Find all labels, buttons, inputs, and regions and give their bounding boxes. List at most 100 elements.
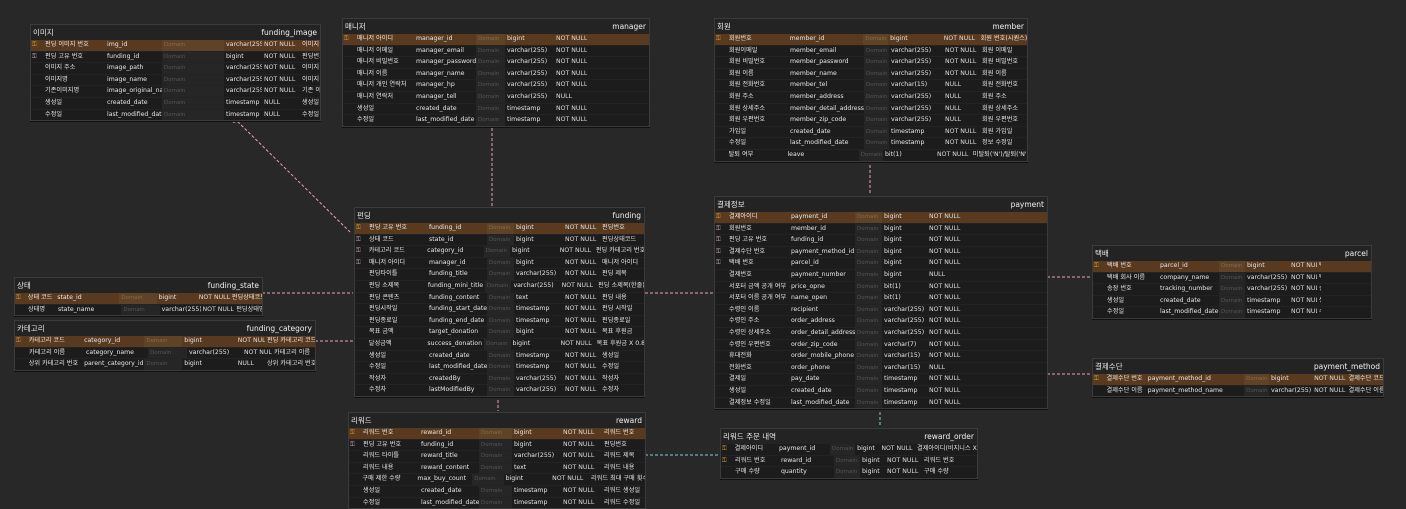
entity-reward-order[interactable]: 리워드 주문 내역 reward_order ⚿ 결제아이디 payment_id Dom… — [720, 428, 978, 479]
column-row[interactable]: 수정일 last_modified_date Domain timestamp NOT … — [355, 361, 644, 373]
column-row[interactable]: 펀딩타이틀 funding_title Domain varchar(255) NOT … — [355, 268, 644, 280]
column-row[interactable]: 수정일 last_modified_date Domain timestamp NOT … — [715, 137, 1027, 149]
column-row[interactable]: 기존이미지명 image_original_nameDomainvarchar(2… — [31, 85, 320, 97]
entity-reward[interactable]: 리워드 reward ⚿ 리워드 번호 reward_id Domain bigint NOT… — [348, 412, 646, 509]
column-row[interactable]: 상위 카테고리 번호 parent_category_id Domain bigint… — [15, 358, 315, 370]
column-comment: 매니저 이름 — [587, 69, 589, 80]
column-row[interactable]: 달성금액 success_donation Domain bigint NOT NULL… — [355, 337, 644, 350]
column-row[interactable]: 리워드 타이틀 reward_title Domain varchar(255) NOT… — [349, 450, 645, 462]
column-row[interactable]: 회원이메일 member_email Domain varchar(255) NOT N… — [715, 44, 1027, 57]
column-row[interactable]: 회원 이름 member_name Domain varchar(255) NOT NU… — [715, 67, 1027, 80]
column-row[interactable]: 수정일 last_modified_date Domain timestamp NOT … — [1093, 306, 1371, 318]
column-row[interactable]: 목표 금액 target_donation Domain bigint NOT NULL… — [355, 326, 644, 338]
column-row[interactable]: ⚿ 리워드 번호 reward_id Domain bigint NOT NULL 리워드 … — [721, 454, 977, 467]
column-row[interactable]: 송장 번호 tracking_number Domain varchar(255) NO… — [1093, 283, 1371, 295]
column-row[interactable]: 매니저 이메일 manager_email Domain varchar(255) NO… — [343, 44, 649, 57]
column-row[interactable]: 펀딩시작일 funding_start_date Domain timestamp NO… — [355, 303, 644, 315]
column-row[interactable]: 수령인 이름 recipient Domain varchar(255) NOT NUL… — [715, 303, 1047, 316]
column-row[interactable]: 매니저 연락처 manager_tell Domain varchar(255) NUL… — [343, 90, 649, 103]
column-row[interactable]: 작성자 createdBy Domain varchar(255) NOT NULL 작성… — [355, 372, 644, 385]
column-row[interactable]: 수정일 last_modified_date Domain timestamp NULL… — [31, 108, 320, 121]
column-row[interactable]: ⚿ 결제수단 번호 payment_method_id Domain bigint NOT… — [1093, 373, 1383, 385]
column-row[interactable]: 수정자 lastModifiedBy Domain varchar(255) NOT N… — [355, 384, 644, 396]
column-physical-name: created_date — [429, 351, 470, 359]
column-row[interactable]: 펀딩 소제목 funding_mini_title Domain varchar(25… — [355, 279, 644, 292]
column-logical-name: 전화번호 — [729, 363, 752, 371]
column-row[interactable]: 회원 상세주소 member_detail_address Domain varcha… — [715, 102, 1027, 115]
column-row[interactable]: 수정일 last_modified_date Domain timestamp NOT … — [343, 114, 649, 126]
entity-payment-method[interactable]: 결제수단 payment_method ⚿ 결제수단 번호 payment_method… — [1092, 358, 1384, 398]
column-row[interactable]: 매니저 개인 연락처 manager_hp Domain varchar(255) NO… — [343, 79, 649, 91]
column-row[interactable]: 결제정보 수정일 last_modified_date Domain timestam… — [715, 396, 1047, 409]
column-row[interactable]: 수령인 우편번호 order_zip_code Domain varchar(7) NO… — [715, 338, 1047, 351]
column-row[interactable]: 구매 수량 quantity Domain bigint NOT NULL 구매 수량 — [721, 466, 977, 478]
entity-funding-state[interactable]: 상태 funding_state ⚿ 상태 코드 state_id Domain bigin… — [14, 277, 263, 317]
column-row[interactable]: 탈퇴 여부 leave Domain bit(1) NOT NULL 미탈퇴('N')/탈… — [715, 148, 1027, 161]
column-row[interactable]: ⚿ 결제수단 번호 payment_method_id Domain bigint NOT… — [715, 245, 1047, 258]
entity-member[interactable]: 회원 member ⚿ 회원번호 member_id Domain bigint NOT NU… — [714, 18, 1028, 162]
entity-funding[interactable]: 펀딩 funding ⚿ 펀딩 고유 번호 funding_id Domain bigint… — [354, 207, 645, 397]
column-row[interactable]: 결제수단 이름 payment_method_name Domain varchar(… — [1093, 384, 1383, 397]
column-row[interactable]: 회원 전화번호 member_tel Domain varchar(15) NULL 회원… — [715, 79, 1027, 91]
column-row[interactable]: 서포터 이름 공개 여부 name_open Domain bit(1) NOT NUL… — [715, 292, 1047, 304]
column-row[interactable]: 회원 우편번호 member_zip_code Domain varchar(255)… — [715, 114, 1027, 126]
entity-manager[interactable]: 매니저 manager ⚿ 매니저 아이디 manager_id Domain bigint… — [342, 18, 650, 127]
key-slot — [715, 282, 727, 293]
column-row[interactable]: 회원 비밀번호 member_password Domain varchar(255)… — [715, 56, 1027, 68]
column-nullability: NOT NULL — [945, 139, 977, 147]
column-row[interactable]: 리워드 내용 reward_content Domain text NOT NULL 리워… — [349, 461, 645, 474]
column-row[interactable]: 매니저 비밀번호 manager_password Domain varchar(25… — [343, 56, 649, 68]
link-funding-funding-image[interactable] — [233, 117, 351, 233]
column-row[interactable]: 수령인 상세주소 order_detail_address Domain varcha… — [715, 326, 1047, 339]
column-row[interactable]: 가입일 created_date Domain timestamp NOT NULL 회원… — [715, 125, 1027, 138]
column-comment: 결제수단 코드 — [964, 247, 966, 258]
column-row[interactable]: 수정일 last_modified_date Domain timestamp NOT … — [349, 496, 645, 509]
column-row[interactable]: 수령인 주소 order_address Domain varchar(255) NOT… — [715, 315, 1047, 327]
entity-funding-image[interactable]: 이미지 funding_image ⚿ 펀딩 이미지 번호 img_id Domain va… — [30, 24, 321, 122]
column-row[interactable]: 매니저 이름 manager_name Domain varchar(255) NOT … — [343, 67, 649, 80]
entity-payment[interactable]: 결제정보 payment ⚿ 결제아이디 payment_id Domain bigint N… — [714, 196, 1048, 410]
column-physical-name: funding_id — [429, 224, 462, 231]
column-row[interactable]: 생성일 created_date Domain timestamp NOT NULL 리워… — [349, 484, 645, 497]
column-row[interactable]: 카테고리 이름 category_name Domain varchar(255) NO… — [15, 346, 315, 359]
column-row[interactable]: 서포터 금액 공개 여부 price_opne Domain bit(1) NOT NU… — [715, 280, 1047, 293]
column-row[interactable]: 회원 주소 member_address Domain varchar(255) NUL… — [715, 90, 1027, 103]
entity-parcel[interactable]: 택배 parcel ⚿ 택배 번호 parcel_id Domain bigint NOT N… — [1092, 245, 1372, 319]
column-row[interactable]: 구매 제한 수량 max_buy_count Domain bigint NOT NUL… — [349, 473, 645, 485]
column-row[interactable]: 펀딩종료일 funding_end_date Domain timestamp NOT … — [355, 314, 644, 327]
column-row[interactable]: 택배 회사 이름 company_name Domain varchar(255) NO… — [1093, 271, 1371, 284]
column-row[interactable]: ⚿ 리워드 번호 reward_id Domain bigint NOT NULL 리워드 … — [349, 427, 645, 439]
column-row[interactable]: 생성일 created_date Domain timestamp NULL 생성일 — [31, 96, 320, 109]
column-logical-name: 수정일 — [1107, 308, 1125, 316]
entity-funding-category[interactable]: 카테고리 funding_category ⚿ 카테고리 코드 category_id D… — [14, 320, 316, 371]
column-row[interactable]: 펀딩 콘텐츠 funding_content Domain text NOT NULL 펀… — [355, 291, 644, 304]
column-row[interactable]: 휴대전화 order_mobile_phone Domain varchar(15) N… — [715, 350, 1047, 362]
column-row[interactable]: 상태명 state_name Domain varchar(255) NOT NULL 펀… — [15, 303, 262, 316]
